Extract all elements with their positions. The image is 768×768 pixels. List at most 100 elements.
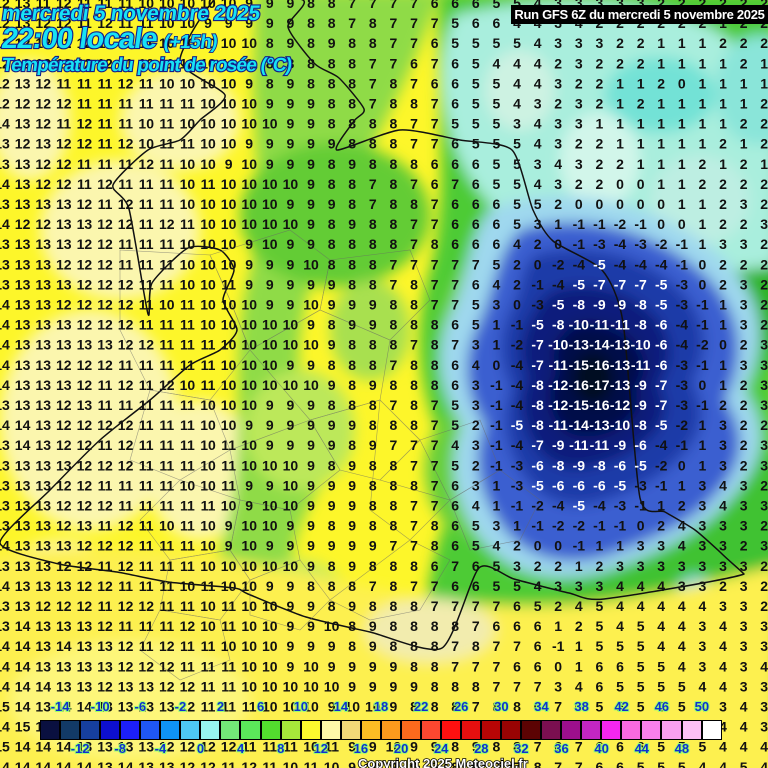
- svg-text:7: 7: [431, 397, 439, 413]
- svg-text:-10: -10: [610, 417, 630, 433]
- svg-text:1: 1: [637, 116, 645, 132]
- svg-text:-3: -3: [634, 236, 647, 252]
- svg-text:14: 14: [35, 759, 51, 768]
- svg-text:2: 2: [760, 136, 768, 152]
- svg-text:11: 11: [98, 598, 113, 614]
- svg-text:11: 11: [201, 498, 216, 514]
- svg-text:8: 8: [328, 598, 336, 614]
- svg-text:12: 12: [35, 598, 51, 614]
- svg-text:12: 12: [56, 598, 72, 614]
- svg-text:13: 13: [15, 156, 31, 172]
- svg-text:-2: -2: [552, 518, 565, 534]
- svg-text:9: 9: [287, 297, 295, 313]
- svg-text:-6: -6: [573, 477, 586, 493]
- svg-text:12: 12: [118, 417, 134, 433]
- svg-text:3: 3: [616, 558, 624, 574]
- svg-text:10: 10: [241, 558, 257, 574]
- svg-text:12: 12: [35, 176, 51, 192]
- svg-text:6: 6: [431, 35, 439, 51]
- svg-text:14: 14: [0, 216, 10, 232]
- svg-text:9: 9: [266, 397, 274, 413]
- svg-text:-7: -7: [655, 377, 668, 393]
- svg-text:11: 11: [159, 116, 174, 132]
- svg-text:13: 13: [35, 498, 51, 514]
- svg-text:12: 12: [77, 437, 93, 453]
- svg-text:14: 14: [0, 297, 10, 313]
- svg-text:9: 9: [266, 538, 274, 554]
- svg-text:10: 10: [200, 477, 216, 493]
- svg-text:-1: -1: [573, 216, 586, 232]
- svg-text:13: 13: [118, 678, 134, 694]
- svg-text:13: 13: [138, 678, 154, 694]
- svg-text:11: 11: [180, 337, 195, 353]
- svg-text:-6: -6: [655, 357, 668, 373]
- svg-text:9: 9: [307, 196, 315, 212]
- svg-text:6: 6: [431, 0, 439, 11]
- svg-text:5: 5: [740, 759, 748, 768]
- svg-text:0: 0: [637, 196, 645, 212]
- svg-text:10: 10: [200, 437, 216, 453]
- svg-text:12: 12: [97, 678, 113, 694]
- svg-text:4: 4: [719, 498, 727, 514]
- svg-text:4: 4: [678, 538, 686, 554]
- svg-text:11: 11: [159, 417, 174, 433]
- svg-text:9: 9: [369, 618, 377, 634]
- svg-text:8: 8: [390, 598, 398, 614]
- svg-text:9: 9: [287, 357, 295, 373]
- svg-text:8: 8: [513, 699, 521, 715]
- svg-text:13: 13: [97, 739, 113, 755]
- svg-text:9: 9: [348, 518, 356, 534]
- svg-text:4: 4: [534, 578, 542, 594]
- svg-text:8: 8: [410, 276, 418, 292]
- svg-text:11: 11: [180, 638, 195, 654]
- svg-text:0: 0: [678, 75, 686, 91]
- svg-text:1: 1: [575, 558, 583, 574]
- svg-text:9: 9: [328, 297, 336, 313]
- svg-text:13: 13: [35, 317, 51, 333]
- svg-text:13: 13: [56, 236, 72, 252]
- svg-text:13: 13: [35, 357, 51, 373]
- svg-text:-2: -2: [614, 216, 627, 232]
- svg-text:-1: -1: [634, 216, 647, 232]
- svg-text:-8: -8: [634, 417, 647, 433]
- svg-text:-3: -3: [676, 297, 689, 313]
- svg-text:-6: -6: [655, 337, 668, 353]
- svg-text:-1: -1: [511, 317, 524, 333]
- svg-text:1: 1: [699, 35, 707, 51]
- svg-text:11: 11: [159, 256, 174, 272]
- svg-text:9: 9: [287, 397, 295, 413]
- svg-text:2: 2: [760, 176, 768, 192]
- svg-text:4: 4: [760, 759, 768, 768]
- svg-text:7: 7: [410, 457, 418, 473]
- svg-text:8: 8: [307, 35, 315, 51]
- svg-text:-13: -13: [610, 357, 630, 373]
- svg-text:1: 1: [575, 638, 583, 654]
- svg-text:10: 10: [221, 196, 237, 212]
- svg-text:8: 8: [390, 417, 398, 433]
- svg-text:11: 11: [180, 357, 195, 373]
- svg-text:11: 11: [139, 357, 154, 373]
- svg-text:7: 7: [554, 759, 562, 768]
- svg-text:7: 7: [534, 678, 542, 694]
- svg-text:12: 12: [77, 256, 93, 272]
- svg-text:13: 13: [35, 236, 51, 252]
- svg-text:14: 14: [0, 759, 10, 768]
- svg-text:10: 10: [221, 377, 237, 393]
- svg-text:8: 8: [369, 116, 377, 132]
- svg-text:8: 8: [348, 276, 356, 292]
- svg-text:12: 12: [56, 96, 72, 112]
- svg-text:9: 9: [307, 598, 315, 614]
- svg-text:-6: -6: [552, 477, 565, 493]
- svg-text:13: 13: [15, 317, 31, 333]
- svg-text:2: 2: [596, 55, 604, 71]
- svg-text:12: 12: [97, 276, 113, 292]
- svg-text:7: 7: [369, 578, 377, 594]
- svg-text:0: 0: [554, 236, 562, 252]
- svg-text:10: 10: [200, 598, 216, 614]
- svg-text:-10: -10: [630, 337, 650, 353]
- svg-text:2: 2: [760, 417, 768, 433]
- svg-text:-4: -4: [573, 256, 586, 272]
- svg-text:2: 2: [637, 55, 645, 71]
- svg-text:4: 4: [678, 638, 686, 654]
- svg-text:11: 11: [201, 377, 216, 393]
